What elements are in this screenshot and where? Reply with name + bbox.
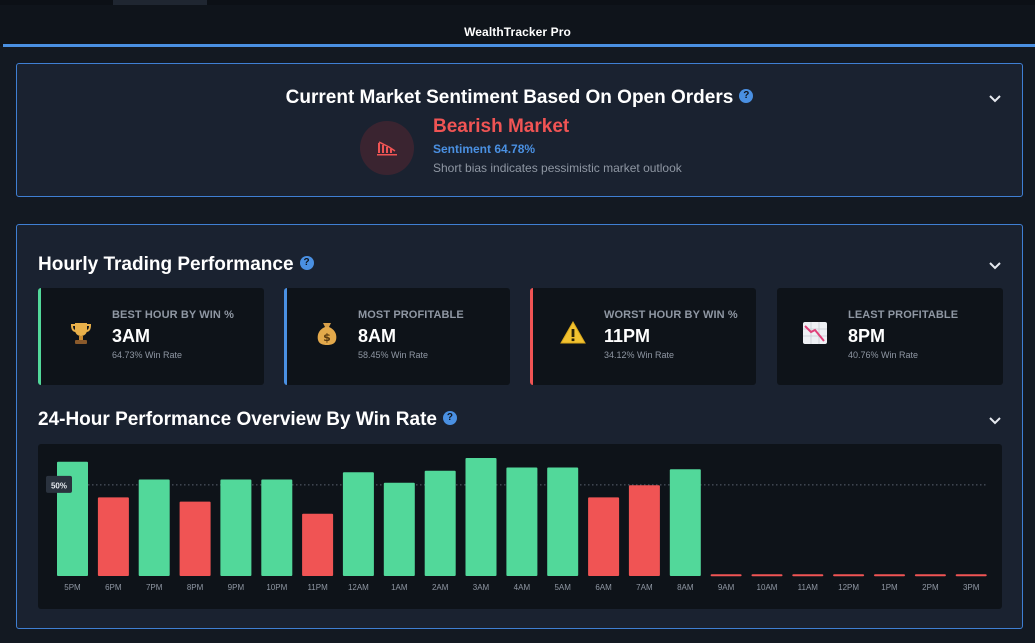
- chart-bar-11pm[interactable]: [302, 513, 334, 576]
- reference-badge: [46, 475, 72, 493]
- card-value: 8AM: [358, 326, 397, 346]
- x-tick-label: 1AM: [391, 583, 408, 592]
- chevron-down-icon[interactable]: [988, 416, 1002, 426]
- worst-hour-card: WORST HOUR BY WIN % 11PM 34.12% Win Rate: [530, 288, 756, 385]
- hourly-title: Hourly Trading Performance: [38, 254, 294, 275]
- x-tick-label: 11AM: [798, 583, 819, 592]
- money-bag-icon: $: [317, 323, 337, 345]
- bear-chart-icon: [360, 121, 414, 175]
- most-profitable-card: $ MOST PROFITABLE 8AM 58.45% Win Rate: [284, 288, 510, 385]
- card-label: BEST HOUR BY WIN %: [112, 309, 234, 321]
- win-rate-chart-svg: 5PM 6PM 7PM 8PM 9PM 10PM 11PM 12AM 1AM 2AM 3AM 4AM 5…: [46, 458, 988, 592]
- svg-text:$: $: [323, 331, 331, 344]
- reference-label: 50%: [51, 481, 67, 490]
- x-tick-label: 7AM: [636, 583, 653, 592]
- chart-bar-1am[interactable]: [383, 482, 415, 576]
- help-icon[interactable]: ?: [442, 410, 457, 425]
- warning-icon: [560, 320, 586, 344]
- x-tick-label: 8PM: [187, 583, 204, 592]
- chart-bar-6pm[interactable]: [97, 497, 129, 576]
- chart-bar-5am[interactable]: [547, 467, 579, 577]
- chevron-down-icon[interactable]: [988, 261, 1002, 271]
- win-rate-chart: 5PM 6PM 7PM 8PM 9PM 10PM 11PM 12AM 1AM 2AM 3AM 4AM 5…: [38, 444, 1002, 609]
- chevron-down-icon[interactable]: [988, 94, 1002, 104]
- hourly-heading: Hourly Trading Performance?: [38, 254, 314, 276]
- overview-heading: 24-Hour Performance Overview By Win Rate…: [38, 409, 457, 431]
- least-profitable-card: LEAST PROFITABLE 8PM 40.76% Win Rate: [777, 288, 1003, 385]
- hourly-panel: Hourly Trading Performance? BEST HOUR BY…: [16, 224, 1023, 629]
- chart-bar-4am[interactable]: [506, 467, 538, 577]
- app-title: WealthTracker Pro: [464, 25, 571, 39]
- card-value: 8PM: [848, 326, 886, 346]
- x-tick-label: 11PM: [307, 583, 328, 592]
- x-tick-label: 1PM: [881, 583, 898, 592]
- x-tick-label: 7PM: [146, 583, 163, 592]
- x-tick-label: 3AM: [473, 583, 490, 592]
- sentiment-panel: Current Market Sentiment Based On Open O…: [16, 63, 1023, 197]
- card-label: LEAST PROFITABLE: [848, 309, 959, 321]
- chart-bar-9am[interactable]: [710, 574, 742, 577]
- card-value: 11PM: [604, 326, 651, 346]
- x-tick-label: 2AM: [432, 583, 449, 592]
- card-subtext: 34.12% Win Rate: [604, 350, 675, 360]
- x-tick-label: 10PM: [266, 583, 287, 592]
- x-tick-label: 6PM: [105, 583, 122, 592]
- chart-bar-1pm[interactable]: [874, 574, 905, 577]
- chart-bar-8am[interactable]: [669, 469, 701, 576]
- x-tick-label: 6AM: [595, 583, 612, 592]
- x-tick-label: 10AM: [757, 583, 778, 592]
- trophy-icon: [70, 323, 92, 344]
- card-label: WORST HOUR BY WIN %: [604, 309, 738, 321]
- x-tick-label: 12PM: [838, 583, 859, 592]
- chart-bar-10pm[interactable]: [261, 479, 293, 577]
- x-tick-label: 2PM: [922, 583, 939, 592]
- help-icon[interactable]: ?: [299, 255, 314, 270]
- chart-down-icon: [803, 322, 827, 344]
- best-hour-card: BEST HOUR BY WIN % 3AM 64.73% Win Rate: [38, 288, 264, 385]
- sentiment-value: Sentiment 64.78%: [433, 142, 536, 156]
- sentiment-title: Current Market Sentiment Based On Open O…: [285, 87, 734, 108]
- chart-bar-8pm[interactable]: [179, 501, 211, 576]
- chart-bar-11am[interactable]: [792, 574, 824, 577]
- x-tick-label: 9PM: [228, 583, 245, 592]
- card-value: 3AM: [112, 326, 151, 346]
- sentiment-description: Short bias indicates pessimistic market …: [433, 161, 682, 175]
- header-underline: [3, 44, 1035, 47]
- sentiment-heading: Current Market Sentiment Based On Open O…: [17, 87, 1022, 109]
- card-label: MOST PROFITABLE: [358, 309, 464, 321]
- chart-bar-2am[interactable]: [424, 470, 456, 576]
- x-tick-label: 9AM: [718, 583, 735, 592]
- chart-bar-12pm[interactable]: [833, 574, 865, 577]
- chart-bar-9pm[interactable]: [220, 479, 252, 577]
- chart-bar-10am[interactable]: [751, 574, 783, 577]
- top-strip-tab[interactable]: [113, 0, 207, 5]
- x-tick-label: 8AM: [677, 583, 694, 592]
- chart-bar-3pm[interactable]: [955, 574, 987, 577]
- chart-bar-7am[interactable]: [628, 485, 660, 576]
- x-tick-label: 12AM: [348, 583, 369, 592]
- card-subtext: 40.76% Win Rate: [848, 350, 919, 360]
- sentiment-status: Bearish Market: [433, 116, 570, 137]
- overview-title: 24-Hour Performance Overview By Win Rate: [38, 409, 437, 430]
- card-subtext: 64.73% Win Rate: [112, 350, 183, 360]
- x-tick-label: 5PM: [64, 583, 81, 592]
- x-tick-label: 3PM: [963, 583, 980, 592]
- card-subtext: 58.45% Win Rate: [358, 350, 429, 360]
- x-tick-label: 5AM: [554, 583, 571, 592]
- chart-bar-7pm[interactable]: [138, 479, 170, 577]
- chart-bar-12am[interactable]: [342, 472, 374, 576]
- app-header: WealthTracker Pro: [0, 5, 1035, 46]
- chart-bar-6am[interactable]: [588, 497, 620, 576]
- chart-bar-2pm[interactable]: [914, 574, 946, 577]
- x-tick-label: 4AM: [514, 583, 531, 592]
- top-strip: [0, 0, 1035, 5]
- help-icon[interactable]: ?: [739, 88, 754, 103]
- chart-bar-3am[interactable]: [465, 458, 497, 576]
